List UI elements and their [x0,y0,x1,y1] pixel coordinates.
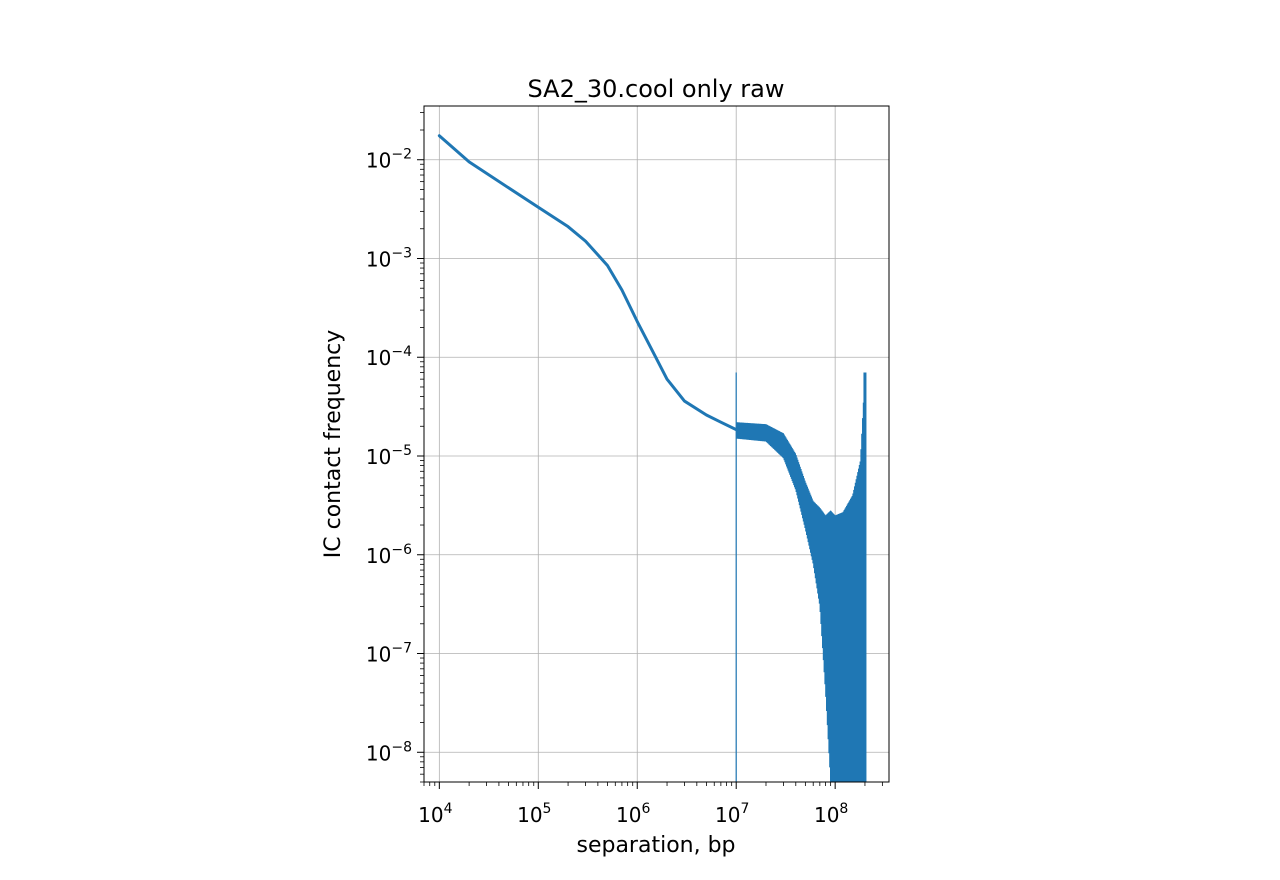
x-tick-label-4: 108 [814,801,848,827]
y-axis-label: IC contact frequency [321,330,346,559]
x-tick-label-1: 105 [517,801,551,827]
series-group [437,134,867,782]
series-noise-0 [735,372,865,782]
y-tick-label-5: 10−7 [366,641,412,667]
series-layer [437,134,867,782]
y-tick-label-3: 10−5 [366,443,412,469]
x-tick-label-3: 107 [715,801,749,827]
y-tick-label-0: 10−2 [366,147,412,173]
y-tick-label-6: 10−8 [366,739,412,765]
x-tick-label-2: 106 [616,801,650,827]
y-tick-label-4: 10−6 [366,542,412,568]
plot-frame [423,105,890,783]
ticks: 104 105 106 107 108 10−2 10−3 10−4 10−5 10−6 10−7 1… [366,112,883,827]
x-tick-label-0: 104 [418,801,452,827]
x-axis-label: separation, bp [576,833,735,858]
chart-title: SA2_30.cool only raw [528,75,785,103]
y-tick-label-1: 10−3 [366,245,412,271]
y-tick-label-2: 10−4 [366,344,412,370]
